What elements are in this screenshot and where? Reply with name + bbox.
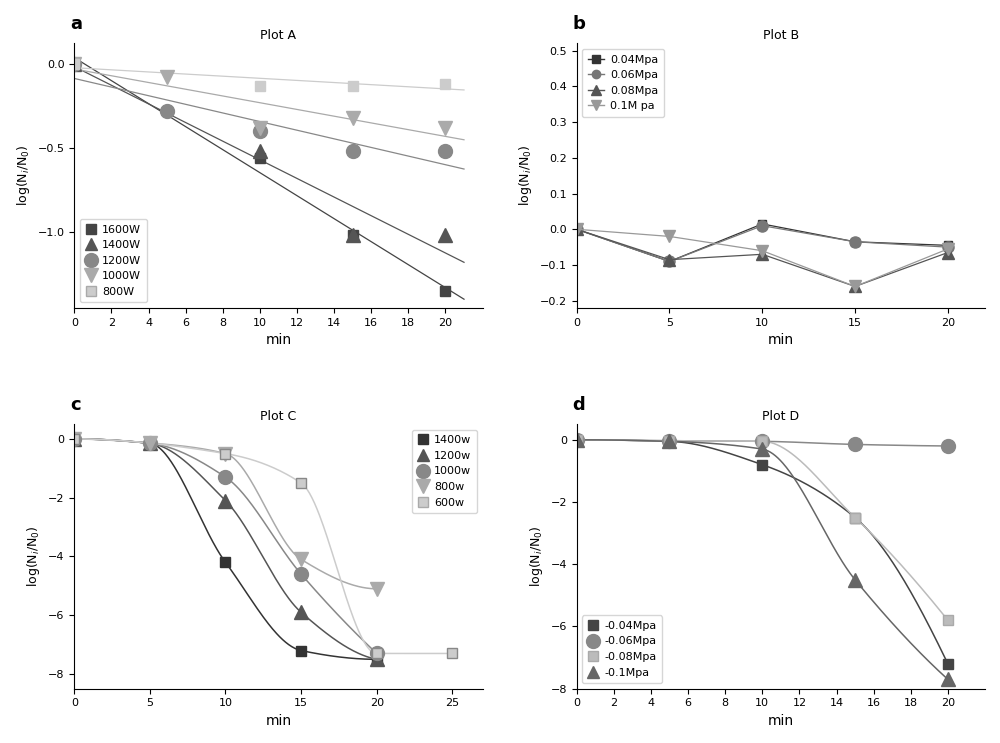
Text: c: c xyxy=(70,395,81,414)
X-axis label: min: min xyxy=(265,333,291,347)
Title: Plot A: Plot A xyxy=(260,29,296,42)
Text: a: a xyxy=(70,15,82,33)
Legend: -0.04Mpa, -0.06Mpa, -0.08Mpa, -0.1Mpa: -0.04Mpa, -0.06Mpa, -0.08Mpa, -0.1Mpa xyxy=(582,615,662,683)
Text: b: b xyxy=(573,15,585,33)
Text: d: d xyxy=(573,395,585,414)
Y-axis label: log(N$_i$/N$_0$): log(N$_i$/N$_0$) xyxy=(26,525,42,587)
X-axis label: min: min xyxy=(768,333,794,347)
Legend: 0.04Mpa, 0.06Mpa, 0.08Mpa, 0.1M pa: 0.04Mpa, 0.06Mpa, 0.08Mpa, 0.1M pa xyxy=(582,49,664,117)
Title: Plot D: Plot D xyxy=(762,410,799,423)
Title: Plot C: Plot C xyxy=(260,410,297,423)
Y-axis label: log(N$_i$/N$_0$): log(N$_i$/N$_0$) xyxy=(528,525,545,587)
Title: Plot B: Plot B xyxy=(763,29,799,42)
Y-axis label: log(N$_i$/N$_0$): log(N$_i$/N$_0$) xyxy=(517,145,534,207)
Legend: 1600W, 1400W, 1200W, 1000W, 800W: 1600W, 1400W, 1200W, 1000W, 800W xyxy=(80,219,147,302)
Y-axis label: log(N$_i$/N$_0$): log(N$_i$/N$_0$) xyxy=(15,145,32,207)
X-axis label: min: min xyxy=(768,714,794,728)
Legend: 1400w, 1200w, 1000w, 800w, 600w: 1400w, 1200w, 1000w, 800w, 600w xyxy=(412,429,477,513)
X-axis label: min: min xyxy=(265,714,291,728)
